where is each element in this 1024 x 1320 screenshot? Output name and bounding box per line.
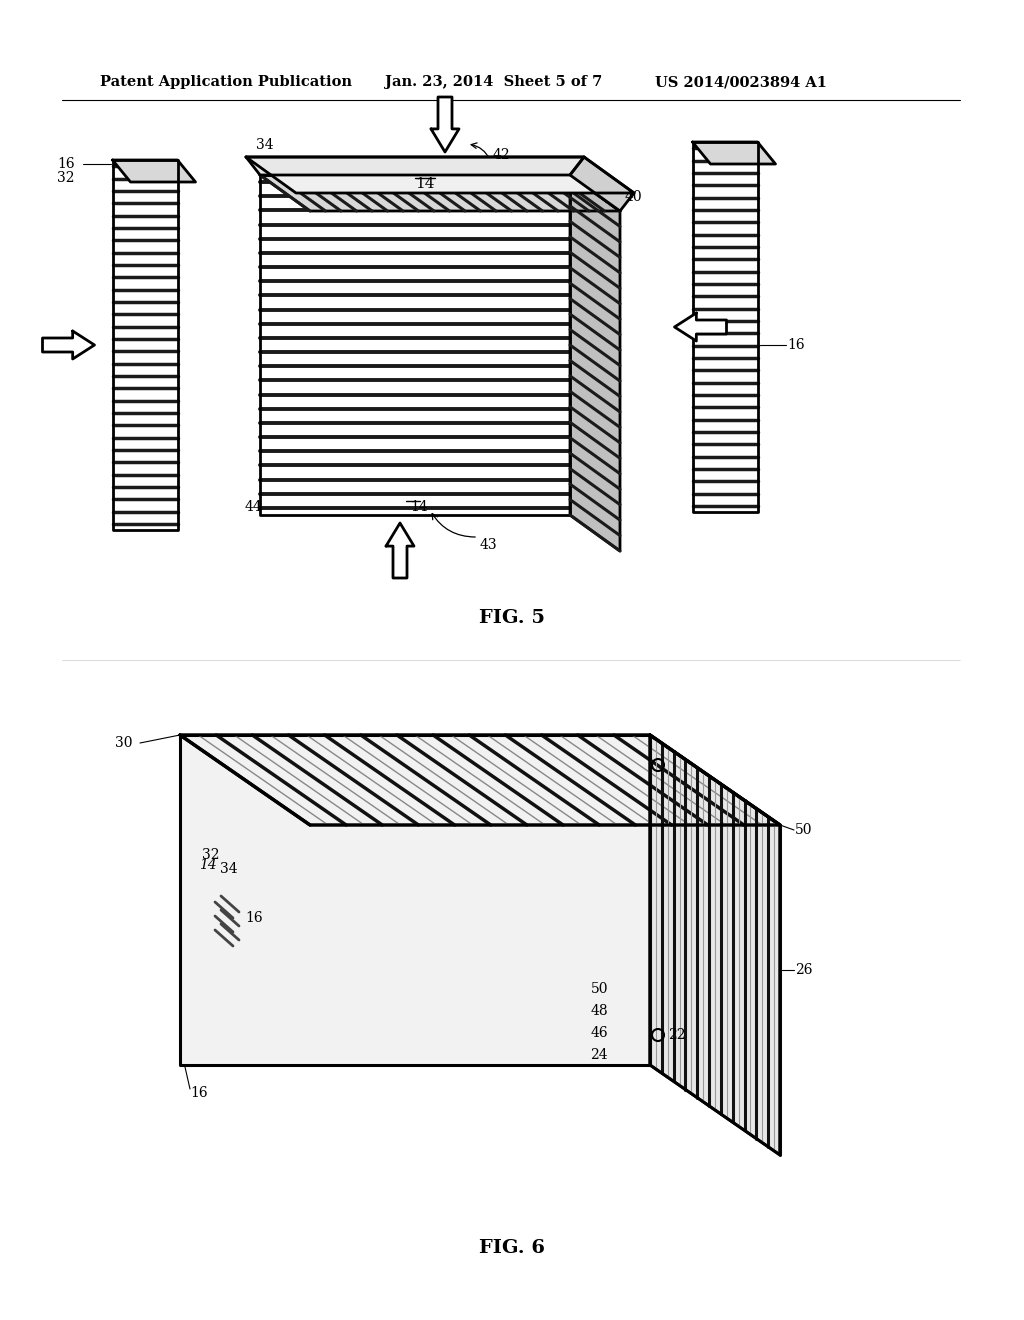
Text: 32: 32	[202, 847, 219, 862]
Text: FIG. 6: FIG. 6	[479, 1239, 545, 1257]
Polygon shape	[431, 96, 459, 152]
Polygon shape	[180, 735, 780, 825]
Text: 50: 50	[591, 982, 608, 997]
Text: 14: 14	[200, 858, 217, 873]
Text: 42: 42	[493, 148, 511, 162]
Text: 43: 43	[480, 539, 498, 552]
Text: 22: 22	[668, 1028, 685, 1041]
Polygon shape	[246, 157, 584, 176]
Polygon shape	[246, 157, 634, 193]
Text: 14: 14	[410, 500, 428, 513]
Text: Patent Application Publication: Patent Application Publication	[100, 75, 352, 88]
Text: 32: 32	[57, 172, 75, 185]
Polygon shape	[570, 157, 634, 211]
Text: 26: 26	[795, 964, 812, 977]
Text: 44: 44	[245, 500, 262, 513]
Polygon shape	[43, 331, 94, 359]
Polygon shape	[260, 176, 620, 211]
Text: 34: 34	[220, 862, 238, 876]
Polygon shape	[650, 735, 780, 1155]
Text: FIG. 5: FIG. 5	[479, 609, 545, 627]
Polygon shape	[180, 735, 650, 1065]
Polygon shape	[386, 523, 414, 578]
Text: 48: 48	[591, 1005, 608, 1018]
Text: 16: 16	[57, 157, 75, 172]
Text: 16: 16	[245, 911, 262, 925]
Text: US 2014/0023894 A1: US 2014/0023894 A1	[655, 75, 827, 88]
Polygon shape	[692, 143, 775, 164]
Text: 50: 50	[795, 822, 812, 837]
Text: 16: 16	[190, 1086, 208, 1100]
Text: 24: 24	[591, 1048, 608, 1063]
Text: 30: 30	[115, 737, 132, 750]
Polygon shape	[570, 176, 620, 550]
Polygon shape	[113, 160, 196, 182]
Polygon shape	[675, 313, 726, 341]
Text: Jan. 23, 2014  Sheet 5 of 7: Jan. 23, 2014 Sheet 5 of 7	[385, 75, 602, 88]
Text: 40: 40	[625, 190, 643, 205]
Text: 16: 16	[787, 338, 805, 352]
Text: 34: 34	[256, 139, 273, 152]
Text: 14: 14	[416, 177, 435, 191]
Text: 46: 46	[591, 1026, 608, 1040]
